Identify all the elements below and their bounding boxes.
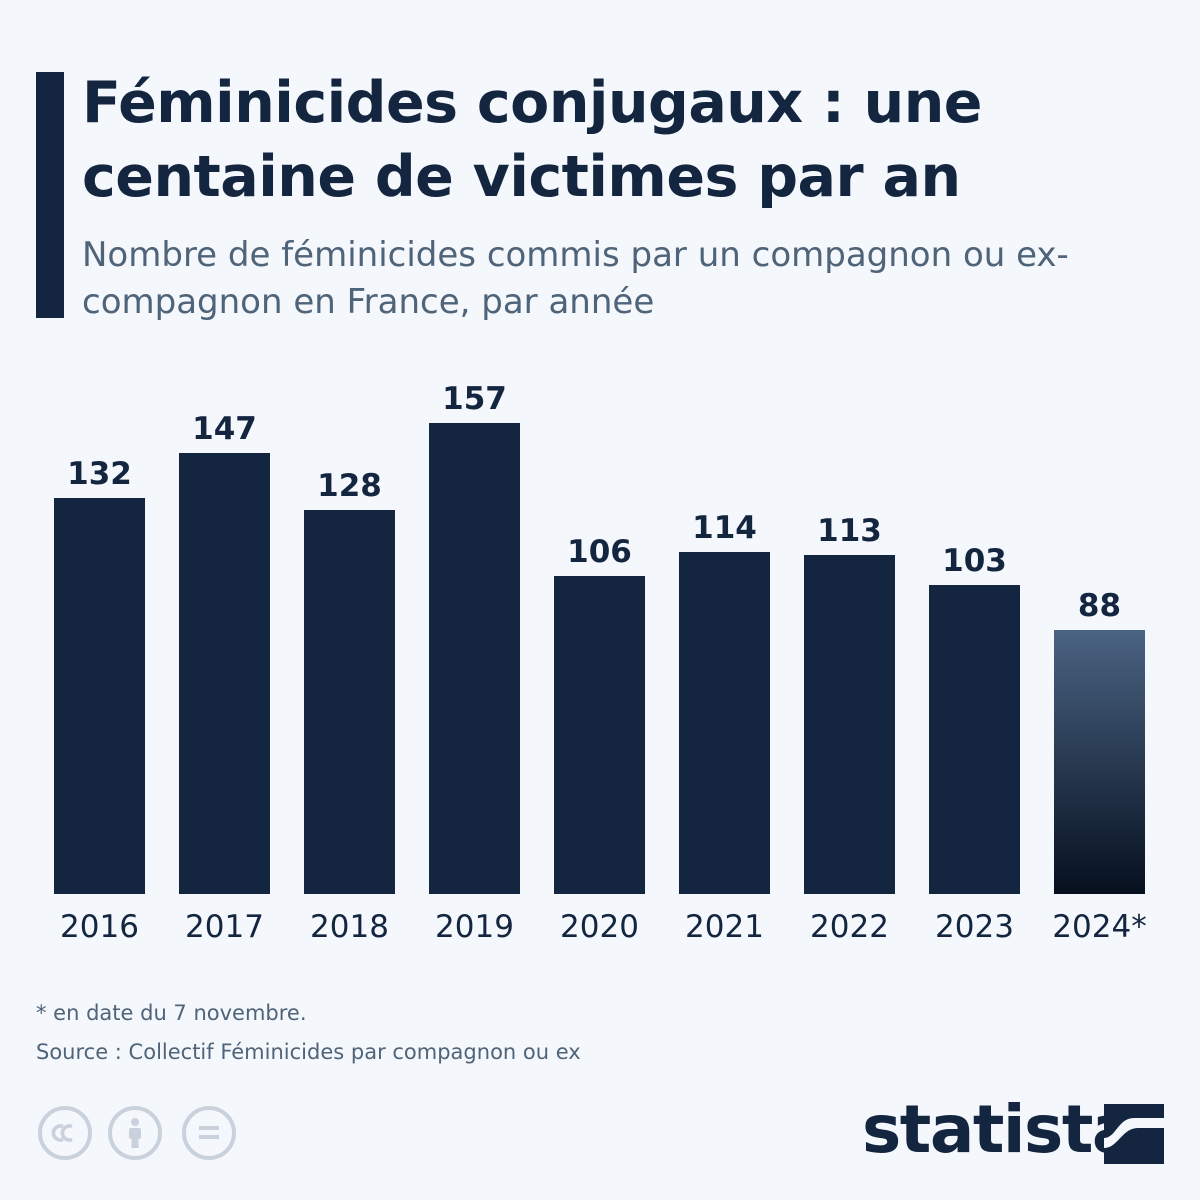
x-tick-labels-group: 2016 2017 2018 2019 2020 2021 2022 2023 2024* <box>60 909 1147 945</box>
bar-2020 <box>554 576 645 894</box>
value-label: 114 <box>692 510 757 546</box>
bars-group <box>54 423 1145 894</box>
bar-2016 <box>54 498 145 894</box>
no-derivatives-icon[interactable] <box>182 1106 236 1160</box>
bar-2021 <box>679 552 770 894</box>
chart-subtitle: Nombre de féminicides commis par un comp… <box>82 235 1069 322</box>
source-text: Source : Collectif Féminicides par compa… <box>36 1040 581 1064</box>
value-label: 157 <box>442 381 507 417</box>
value-label: 88 <box>1078 588 1121 624</box>
chart-title: Féminicides conjugaux : une centaine de … <box>82 70 982 210</box>
x-tick-label: 2020 <box>560 909 639 945</box>
value-label: 106 <box>567 534 632 570</box>
value-label: 128 <box>317 468 382 504</box>
statista-logo-icon <box>1104 1104 1164 1164</box>
bar-2023 <box>929 585 1020 894</box>
bar-2022 <box>804 555 895 894</box>
attribution-icon[interactable] <box>108 1106 162 1160</box>
x-tick-label: 2024* <box>1052 909 1146 945</box>
bar-2018 <box>304 510 395 894</box>
value-label: 113 <box>817 513 882 549</box>
x-tick-label: 2021 <box>685 909 764 945</box>
value-labels-group: 132 147 128 157 106 114 113 103 88 <box>67 381 1121 624</box>
bar-2017 <box>179 453 270 894</box>
value-label: 103 <box>942 543 1007 579</box>
x-tick-label: 2016 <box>60 909 139 945</box>
x-tick-label: 2022 <box>810 909 889 945</box>
x-tick-label: 2018 <box>310 909 389 945</box>
bar-2024 <box>1054 630 1145 894</box>
value-label: 132 <box>67 456 132 492</box>
x-tick-label: 2019 <box>435 909 514 945</box>
cc-icon[interactable] <box>38 1106 92 1160</box>
statista-wordmark[interactable]: statista <box>862 1091 1136 1168</box>
value-label: 147 <box>192 411 257 447</box>
x-tick-label: 2017 <box>185 909 264 945</box>
footnote: * en date du 7 novembre. <box>36 1001 307 1025</box>
bar-2019 <box>429 423 520 894</box>
title-accent-bar <box>36 72 64 318</box>
x-tick-label: 2023 <box>935 909 1014 945</box>
